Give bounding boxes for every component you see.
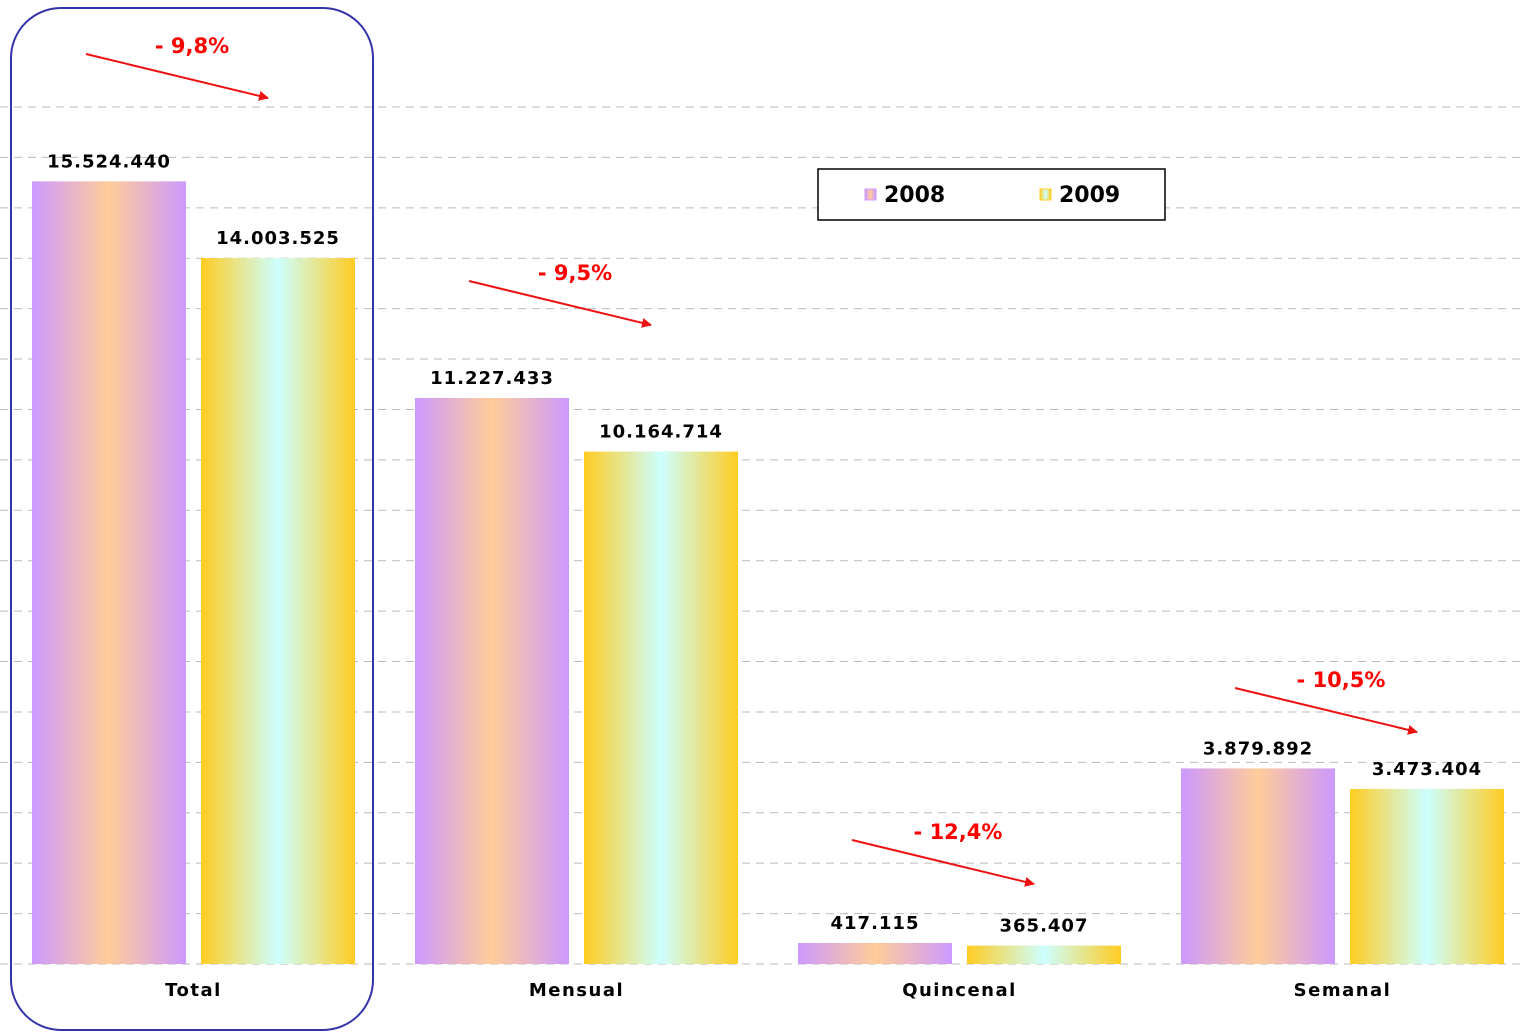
bar (32, 181, 186, 964)
annotation: - 9,8% (155, 34, 229, 58)
value-label: 3.879.892 (1203, 738, 1313, 759)
value-label: 10.164.714 (599, 422, 723, 443)
value-label: 11.227.433 (430, 368, 554, 389)
value-label: 15.524.440 (47, 151, 171, 172)
value-label: 417.115 (831, 913, 920, 934)
annotation-arrow (1234, 687, 1418, 735)
annotation-arrow (85, 53, 269, 101)
legend-label: 2008 (884, 183, 945, 208)
x-tick-label: Total (165, 980, 222, 1001)
legend-swatch (864, 188, 877, 201)
annotation: - 10,5% (1297, 668, 1386, 692)
value-label: 14.003.525 (216, 228, 340, 249)
x-tick-label: Semanal (1294, 980, 1392, 1001)
bar (584, 451, 738, 964)
x-tick-label: Mensual (529, 980, 624, 1001)
bar (967, 945, 1121, 964)
x-tick-label: Quincenal (902, 980, 1017, 1001)
legend-swatch (1039, 188, 1052, 201)
bar (1350, 788, 1504, 964)
legend-label: 2009 (1059, 183, 1120, 208)
bar (201, 258, 355, 964)
bar (1181, 768, 1335, 964)
value-label: 365.407 (1000, 916, 1089, 937)
value-label: 3.473.404 (1372, 759, 1482, 780)
bar (798, 942, 952, 964)
annotation-arrow (851, 839, 1035, 887)
annotation: - 9,5% (538, 261, 612, 285)
annotation-arrow (468, 280, 652, 328)
highlight-frame (10, 7, 374, 1031)
bar (415, 398, 569, 965)
annotation: - 12,4% (914, 820, 1003, 844)
